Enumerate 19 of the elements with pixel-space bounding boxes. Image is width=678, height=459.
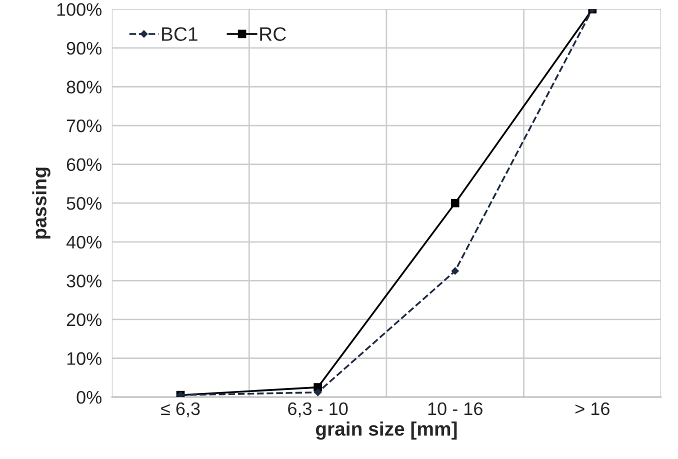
y-axis-title: passing [32, 168, 50, 239]
x-tick-label: ≤ 6,3 [161, 402, 200, 418]
x-tick-label: 10 - 16 [428, 402, 482, 416]
y-tick-label: 60% [66, 158, 102, 172]
y-tick-label: 0% [76, 390, 102, 404]
legend-label: BC1 [162, 27, 198, 41]
legend-label: RC [260, 27, 286, 41]
y-tick-label: 70% [66, 119, 102, 132]
x-tick-label: 6,3 - 10 [288, 402, 348, 418]
y-tick-label: 50% [66, 197, 102, 210]
y-tick-label: 20% [66, 313, 102, 326]
x-axis-title: grain size [mm] [316, 422, 457, 440]
y-tick-label: 100% [57, 3, 102, 16]
y-tick-label: 10% [67, 352, 102, 365]
x-tick-label: > 16 [575, 402, 610, 416]
y-tick-label: 40% [66, 236, 102, 249]
y-tick-label: 90% [66, 42, 102, 55]
y-tick-label: 30% [66, 274, 102, 288]
y-tick-label: 80% [66, 80, 102, 94]
